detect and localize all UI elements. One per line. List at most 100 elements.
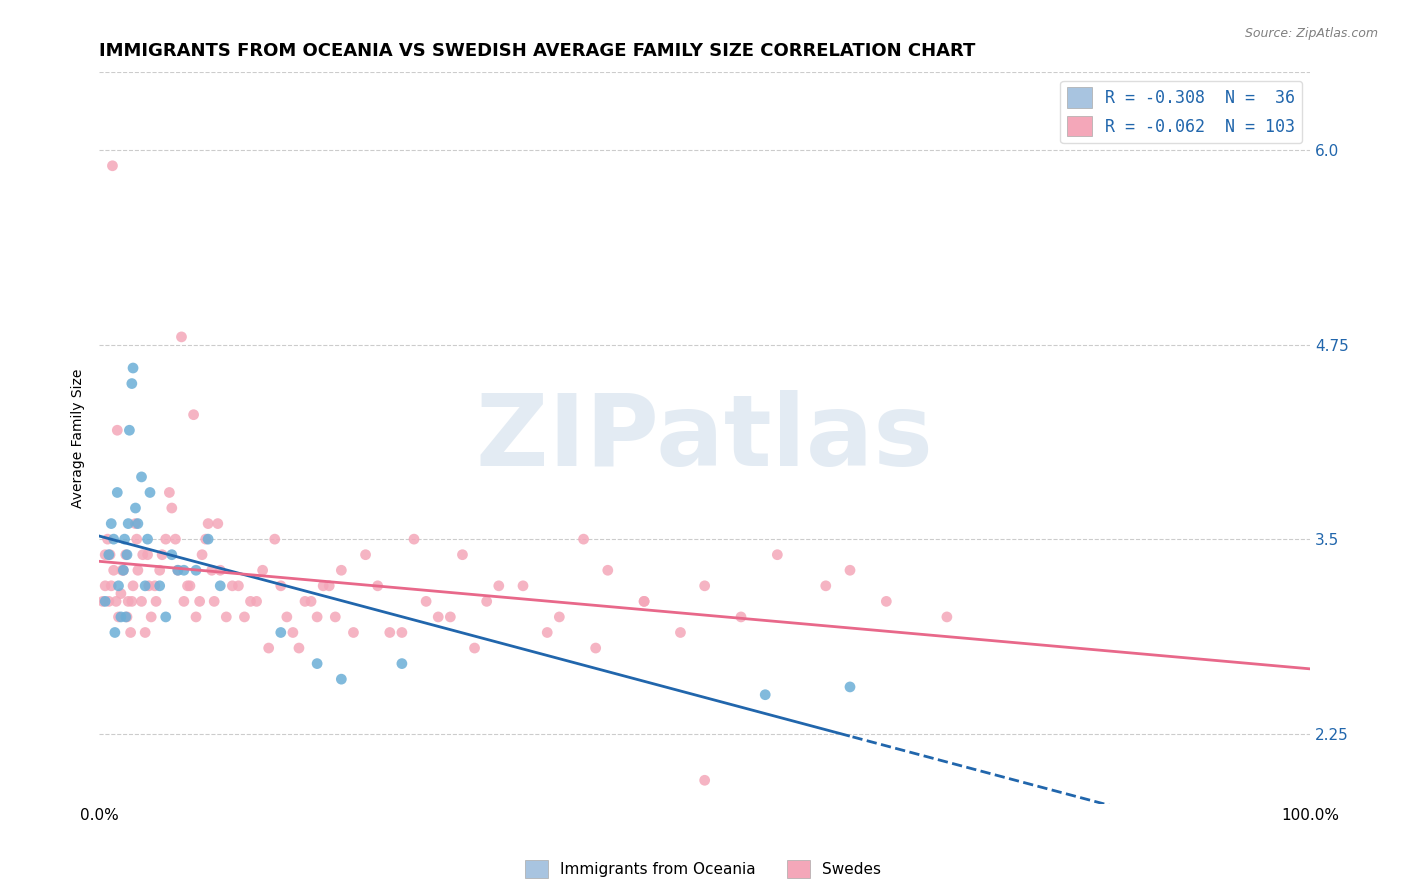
Point [91, 594, 114, 608]
Point [391, 657, 413, 671]
Point [197, 516, 219, 531]
Point [157, 485, 180, 500]
Point [112, 563, 135, 577]
Point [94, 594, 117, 608]
Point [121, 376, 143, 391]
Point [125, 532, 148, 546]
Point [166, 563, 188, 577]
Y-axis label: Average Family Size: Average Family Size [72, 368, 86, 508]
Point [342, 625, 364, 640]
Point [633, 594, 655, 608]
Point [427, 610, 450, 624]
Point [105, 594, 128, 608]
Point [475, 594, 498, 608]
Point [112, 563, 135, 577]
Point [814, 579, 837, 593]
Point [536, 625, 558, 640]
Point [127, 563, 149, 577]
Point [124, 516, 146, 531]
Point [209, 563, 232, 577]
Point [839, 680, 862, 694]
Point [693, 773, 716, 788]
Point [281, 625, 304, 640]
Point [221, 579, 243, 593]
Point [294, 594, 316, 608]
Point [131, 470, 153, 484]
Point [114, 548, 136, 562]
Point [173, 594, 195, 608]
Point [118, 423, 141, 437]
Point [415, 594, 437, 608]
Point [323, 610, 346, 624]
Point [94, 548, 117, 562]
Point [138, 579, 160, 593]
Point [201, 563, 224, 577]
Point [122, 579, 145, 593]
Point [318, 579, 340, 593]
Point [120, 625, 142, 640]
Point [183, 408, 205, 422]
Point [110, 610, 132, 624]
Point [439, 610, 461, 624]
Point [97, 532, 120, 546]
Point [257, 641, 280, 656]
Text: ZIPat​las: ZIPat​las [477, 390, 934, 486]
Point [98, 548, 121, 562]
Point [330, 563, 353, 577]
Point [160, 548, 183, 562]
Point [512, 579, 534, 593]
Point [263, 532, 285, 546]
Point [197, 532, 219, 546]
Point [367, 579, 389, 593]
Point [103, 563, 125, 577]
Point [585, 641, 607, 656]
Point [202, 594, 225, 608]
Point [330, 672, 353, 686]
Point [160, 501, 183, 516]
Text: Source: ZipAtlas.com: Source: ZipAtlas.com [1244, 27, 1378, 40]
Point [136, 532, 159, 546]
Point [245, 594, 267, 608]
Point [693, 579, 716, 593]
Point [111, 563, 134, 577]
Point [596, 563, 619, 577]
Point [312, 579, 335, 593]
Point [122, 361, 145, 376]
Point [165, 532, 187, 546]
Point [117, 516, 139, 531]
Point [228, 579, 250, 593]
Point [179, 579, 201, 593]
Point [548, 610, 571, 624]
Point [115, 610, 138, 624]
Legend: Immigrants from Oceania, Swedes: Immigrants from Oceania, Swedes [519, 854, 887, 884]
Point [270, 579, 292, 593]
Point [145, 594, 167, 608]
Point [155, 610, 177, 624]
Point [104, 625, 127, 640]
Point [464, 641, 486, 656]
Point [94, 579, 117, 593]
Point [191, 548, 214, 562]
Point [143, 579, 166, 593]
Point [572, 532, 595, 546]
Point [170, 330, 193, 344]
Point [299, 594, 322, 608]
Point [110, 586, 132, 600]
Point [105, 423, 128, 437]
Point [184, 610, 207, 624]
Point [669, 625, 692, 640]
Point [207, 516, 229, 531]
Point [141, 610, 163, 624]
Point [176, 579, 198, 593]
Point [114, 532, 136, 546]
Point [288, 641, 311, 656]
Point [209, 579, 232, 593]
Point [730, 610, 752, 624]
Point [150, 548, 173, 562]
Point [766, 548, 789, 562]
Point [131, 594, 153, 608]
Point [215, 610, 238, 624]
Point [149, 579, 172, 593]
Point [101, 159, 124, 173]
Point [270, 625, 292, 640]
